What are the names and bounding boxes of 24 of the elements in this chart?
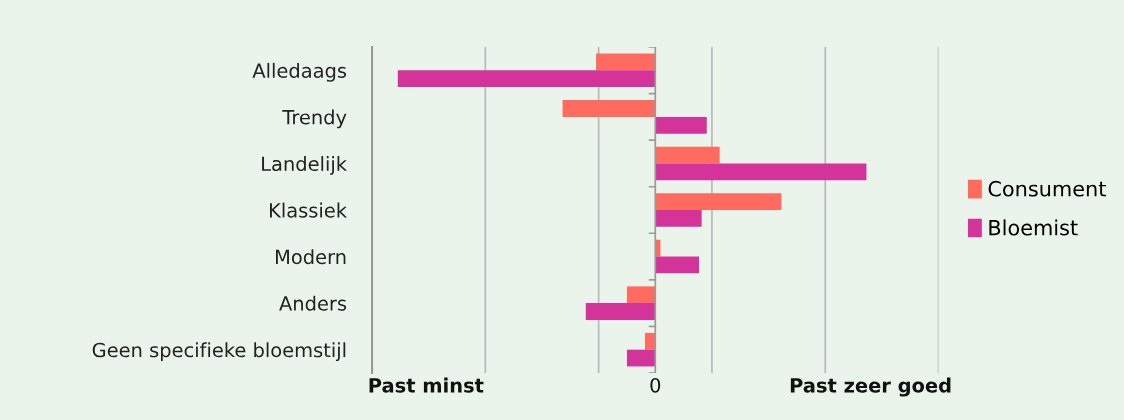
bar [655,210,702,227]
text: Past minst [369,377,484,393]
bar [655,163,867,181]
y-tick-label: Trendy [282,109,347,129]
y-tick-label: Anders [279,295,347,311]
bar [655,116,707,134]
y-tick-label: Landelijk [262,156,347,175]
y-tick-label: Klassiek [270,202,347,218]
y-tick-label: Geen specifieke bloemstijl [92,342,346,362]
bar [626,349,656,367]
text: 0 [650,377,661,393]
legend-label: Consument [988,180,1106,197]
y-tick-label: Alledaags [252,62,347,82]
y-tick-label: Modern [275,249,346,265]
bar [397,70,656,88]
bar [585,303,656,320]
bar [562,100,656,117]
bar [655,256,700,274]
legend-label: Bloemist [989,219,1078,236]
text: Past zeer goed [790,377,951,397]
bar [626,286,656,304]
bar [655,193,782,210]
bar [596,53,656,71]
bar [655,146,720,164]
